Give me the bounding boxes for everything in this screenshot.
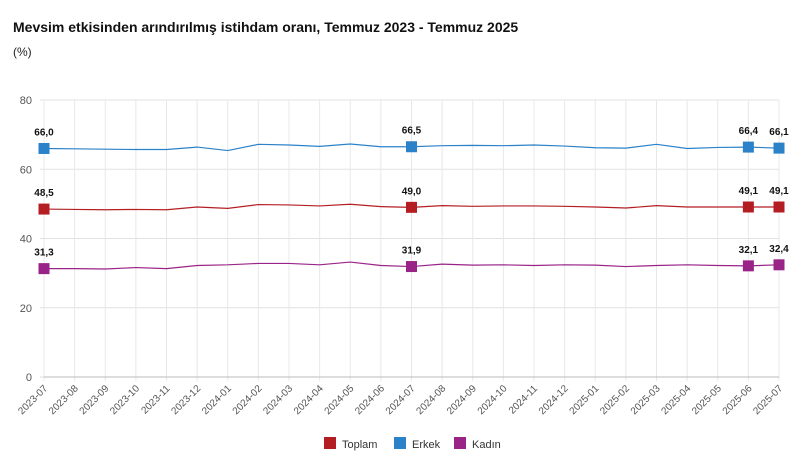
data-label: 66,1 — [769, 127, 789, 138]
y-tick-label: 0 — [26, 372, 32, 384]
data-point-marker[interactable] — [773, 259, 785, 271]
x-tick-label: 2025-05 — [690, 383, 724, 417]
x-tick-label: 2024-03 — [261, 383, 295, 417]
data-label: 66,4 — [739, 126, 759, 137]
chart-title: Mevsim etkisinden arındırılmış istihdam … — [13, 19, 519, 35]
data-label: 49,1 — [769, 186, 789, 197]
data-label: 32,4 — [769, 244, 789, 255]
x-tick-label: 2023-07 — [16, 383, 50, 417]
data-point-marker[interactable] — [406, 261, 417, 273]
legend-swatch — [394, 437, 406, 449]
legend-label: Kadın — [472, 439, 501, 451]
x-tick-label: 2024-08 — [415, 383, 449, 417]
x-tick-label: 2023-09 — [78, 383, 112, 417]
data-point-marker[interactable] — [38, 263, 50, 275]
y-tick-label: 80 — [20, 95, 32, 107]
data-point-marker[interactable] — [773, 142, 785, 154]
data-label: 49,1 — [739, 186, 759, 197]
x-tick-label: 2024-06 — [353, 383, 387, 417]
data-point-marker[interactable] — [38, 142, 50, 154]
data-label: 31,3 — [34, 248, 54, 259]
chart-subtitle: (%) — [13, 45, 32, 59]
data-label: 31,9 — [402, 246, 422, 257]
data-label: 32,1 — [739, 245, 759, 256]
x-tick-label: 2025-03 — [629, 383, 663, 417]
x-tick-label: 2024-09 — [445, 383, 479, 417]
x-tick-label: 2025-01 — [568, 383, 602, 417]
x-tick-label: 2025-04 — [660, 383, 694, 417]
data-point-marker[interactable] — [38, 203, 50, 215]
x-tick-label: 2024-05 — [323, 383, 357, 417]
data-point-marker[interactable] — [742, 260, 754, 272]
x-tick-label: 2024-10 — [476, 383, 510, 417]
legend-label: Toplam — [342, 439, 377, 451]
legend-swatch — [454, 437, 466, 449]
data-label: 66,0 — [34, 127, 54, 138]
legend: Toplam Erkek Kadın — [324, 437, 501, 451]
legend-item-kadın[interactable]: Kadın — [454, 437, 501, 451]
x-tick-label: 2023-08 — [47, 383, 81, 417]
x-tick-label: 2024-01 — [200, 383, 234, 417]
data-label: 66,5 — [402, 126, 422, 137]
series-kadın: 31,3 31,9 32,1 32,4 — [34, 244, 789, 275]
x-tick-label: 2025-06 — [721, 383, 755, 417]
x-tick-label: 2024-11 — [507, 383, 541, 417]
x-tick-label: 2024-02 — [231, 383, 265, 417]
data-label: 49,0 — [402, 186, 422, 197]
legend-swatch — [324, 437, 336, 449]
x-tick-label: 2024-04 — [292, 383, 326, 417]
x-axis: 2023-072023-082023-092023-102023-112023-… — [16, 376, 785, 417]
y-tick-label: 60 — [20, 164, 32, 176]
legend-item-toplam[interactable]: Toplam — [324, 437, 377, 451]
series-toplam: 48,5 49,0 49,1 49,1 — [34, 186, 789, 215]
x-tick-label: 2023-12 — [170, 383, 204, 417]
y-tick-label: 40 — [20, 234, 32, 246]
series-group: 48,5 49,0 49,1 49,1 66,0 66,5 66,4 66,1 31,3 31,9… — [34, 126, 789, 275]
data-point-marker[interactable] — [406, 141, 417, 153]
y-axis: 0 20 40 60 80 — [20, 95, 32, 384]
data-point-marker[interactable] — [742, 141, 754, 153]
data-point-marker[interactable] — [742, 201, 754, 213]
legend-item-erkek[interactable]: Erkek — [394, 437, 441, 451]
legend-label: Erkek — [412, 439, 441, 451]
data-point-marker[interactable] — [406, 201, 417, 213]
y-tick-label: 20 — [20, 303, 32, 315]
x-tick-label: 2024-07 — [384, 383, 418, 417]
series-erkek: 66,0 66,5 66,4 66,1 — [34, 126, 789, 154]
data-point-marker[interactable] — [773, 201, 785, 213]
data-label: 48,5 — [34, 188, 54, 199]
x-tick-label: 2024-12 — [537, 383, 571, 417]
x-tick-label: 2023-11 — [139, 383, 173, 417]
x-tick-label: 2025-02 — [598, 383, 632, 417]
x-tick-label: 2025-07 — [751, 383, 785, 417]
x-tick-label: 2023-10 — [108, 383, 142, 417]
